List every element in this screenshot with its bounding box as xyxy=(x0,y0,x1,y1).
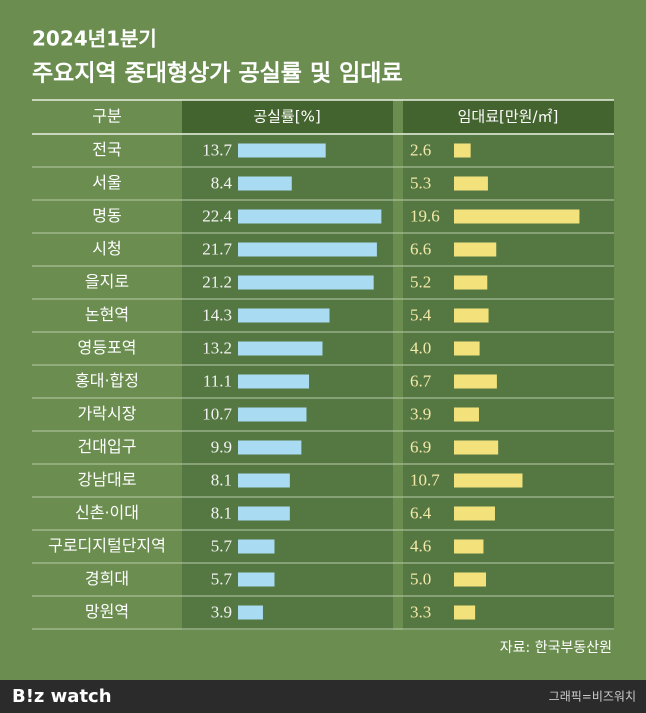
source: 자료: 한국부동산원 xyxy=(500,640,612,656)
value-label: 3.9 xyxy=(410,404,431,423)
value-label: 21.7 xyxy=(202,239,232,258)
value-label: 8.1 xyxy=(211,470,232,489)
value-label: 2.6 xyxy=(410,140,431,159)
category-label: 시청 xyxy=(92,239,121,258)
bar xyxy=(454,209,580,224)
bar xyxy=(454,572,486,587)
bar xyxy=(454,176,488,191)
bar xyxy=(238,605,263,620)
category-label: 영등포역 xyxy=(78,338,137,357)
value-label: 21.2 xyxy=(202,272,232,291)
bar xyxy=(454,143,471,158)
bar xyxy=(454,308,489,323)
value-label: 6.4 xyxy=(410,503,432,522)
category-label: 홍대·합정 xyxy=(75,371,139,390)
bar xyxy=(238,176,292,191)
value-label: 14.3 xyxy=(202,305,232,324)
value-label: 6.7 xyxy=(410,371,432,390)
value-label: 4.6 xyxy=(410,536,431,555)
bar xyxy=(238,572,275,587)
category-label: 망원역 xyxy=(85,602,129,621)
bar xyxy=(454,407,479,422)
category-label: 강남대로 xyxy=(78,470,137,489)
value-label: 3.9 xyxy=(211,602,232,621)
value-label: 5.3 xyxy=(410,173,431,192)
bar xyxy=(454,539,484,554)
value-label: 10.7 xyxy=(202,404,232,423)
column-header-bg xyxy=(403,100,614,133)
bar xyxy=(238,143,326,158)
bar xyxy=(238,275,374,290)
value-label: 4.0 xyxy=(410,338,431,357)
category-label: 서울 xyxy=(92,173,121,192)
category-label: 구로디지털단지역 xyxy=(48,536,166,555)
bar xyxy=(238,242,377,257)
column-header: 공실률[%] xyxy=(253,108,320,126)
value-label: 22.4 xyxy=(202,206,232,225)
bar xyxy=(454,374,497,389)
bar xyxy=(238,308,330,323)
chart-title: 주요지역 중대형상가 공실률 및 임대료 xyxy=(32,61,403,87)
category-label: 신촌·이대 xyxy=(75,503,139,522)
column-header-bg xyxy=(182,100,393,133)
bar xyxy=(238,539,275,554)
value-label: 13.7 xyxy=(202,140,232,159)
value-label: 8.4 xyxy=(211,173,233,192)
bar xyxy=(454,440,499,455)
footer xyxy=(0,680,646,713)
bar xyxy=(238,341,323,356)
value-label: 19.6 xyxy=(410,206,440,225)
bar xyxy=(238,374,310,389)
value-label: 5.4 xyxy=(410,305,432,324)
column-header: 임대료[만원/㎡] xyxy=(458,108,559,126)
value-label: 3.3 xyxy=(410,602,431,621)
bar xyxy=(454,341,480,356)
logo: B!z watch xyxy=(12,686,112,707)
value-label: 5.2 xyxy=(410,272,431,291)
bar xyxy=(454,473,523,488)
bar xyxy=(238,506,290,521)
value-label: 6.6 xyxy=(410,239,431,258)
bar xyxy=(454,275,488,290)
value-label: 10.7 xyxy=(410,470,440,489)
value-label: 5.7 xyxy=(211,569,233,588)
category-label: 전국 xyxy=(92,140,121,159)
category-label: 논현역 xyxy=(85,305,129,324)
bar xyxy=(238,473,290,488)
category-label: 명동 xyxy=(92,206,121,225)
value-label: 9.9 xyxy=(211,437,232,456)
category-label: 을지로 xyxy=(85,272,129,291)
credit: 그래픽=비즈워치 xyxy=(549,690,636,704)
bar xyxy=(454,242,497,257)
value-label: 8.1 xyxy=(211,503,232,522)
value-label: 13.2 xyxy=(202,338,232,357)
bar xyxy=(238,407,307,422)
category-label: 건대입구 xyxy=(78,437,137,456)
subtitle: 2024년1분기 xyxy=(32,27,157,51)
column-header: 구분 xyxy=(92,107,121,126)
category-label: 가락시장 xyxy=(78,404,137,423)
value-label: 11.1 xyxy=(203,371,232,390)
value-label: 6.9 xyxy=(410,437,431,456)
category-label: 경희대 xyxy=(85,569,129,588)
bar xyxy=(238,209,382,224)
value-label: 5.0 xyxy=(410,569,431,588)
bar xyxy=(454,605,476,620)
bar xyxy=(454,506,495,521)
value-label: 5.7 xyxy=(211,536,233,555)
bar xyxy=(238,440,302,455)
